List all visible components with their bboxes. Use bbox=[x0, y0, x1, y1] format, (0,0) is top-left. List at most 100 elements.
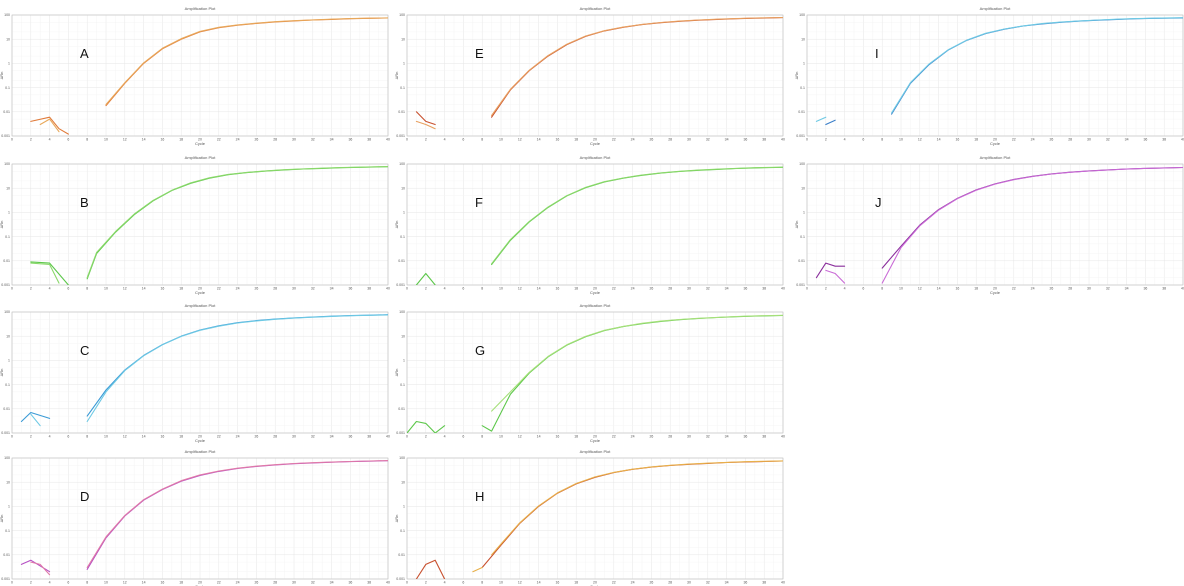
y-axis-label: ΔRn bbox=[0, 221, 4, 229]
x-tick-label: 24 bbox=[1031, 287, 1035, 291]
x-tick-label: 18 bbox=[974, 287, 978, 291]
chart-panel-a: Amplification Plot 0.001 0.01 0.1 1 10 100 ΔRn 0… bbox=[0, 3, 390, 146]
x-tick-label: 14 bbox=[937, 138, 941, 142]
y-tick-label: 10 bbox=[6, 334, 10, 338]
x-tick-label: 40 bbox=[781, 581, 785, 585]
x-axis-label: Cycle bbox=[590, 290, 601, 295]
x-tick-label: 32 bbox=[1106, 287, 1110, 291]
y-tick-label: 100 bbox=[4, 456, 10, 460]
y-tick-label: 1 bbox=[403, 505, 405, 509]
x-axis-label: Cycle bbox=[195, 438, 206, 443]
x-tick-label: 2 bbox=[425, 138, 427, 142]
x-tick-label: 12 bbox=[918, 138, 922, 142]
y-tick-label: 100 bbox=[799, 162, 805, 166]
x-tick-label: 10 bbox=[104, 138, 108, 142]
x-tick-label: 18 bbox=[574, 287, 578, 291]
y-tick-label: 0.1 bbox=[5, 235, 10, 239]
x-tick-label: 22 bbox=[1012, 138, 1016, 142]
x-tick-label: 34 bbox=[725, 287, 729, 291]
x-tick-label: 18 bbox=[974, 138, 978, 142]
x-tick-label: 22 bbox=[217, 581, 221, 585]
x-tick-label: 12 bbox=[518, 287, 522, 291]
plot-frame bbox=[11, 14, 389, 137]
x-tick-label: 6 bbox=[462, 581, 464, 585]
x-tick-label: 20 bbox=[593, 287, 597, 291]
x-axis-label: Cycle bbox=[195, 141, 206, 146]
x-tick-label: 20 bbox=[198, 435, 202, 439]
x-tick-label: 30 bbox=[292, 138, 296, 142]
x-tick-label: 4 bbox=[444, 287, 446, 291]
x-tick-label: 30 bbox=[1087, 287, 1091, 291]
x-tick-label: 32 bbox=[311, 581, 315, 585]
x-tick-label: 2 bbox=[425, 287, 427, 291]
x-tick-label: 30 bbox=[292, 581, 296, 585]
baseline-noise-line bbox=[825, 119, 836, 126]
x-tick-label: 26 bbox=[1049, 287, 1053, 291]
y-tick-label: 0.001 bbox=[396, 577, 405, 581]
x-tick-label: 32 bbox=[311, 435, 315, 439]
x-tick-label: 32 bbox=[706, 138, 710, 142]
plot-frame bbox=[406, 457, 784, 580]
x-tick-label: 36 bbox=[1143, 287, 1147, 291]
baseline-noise-line bbox=[415, 111, 436, 126]
y-tick-label: 1 bbox=[8, 359, 10, 363]
x-tick-label: 34 bbox=[725, 138, 729, 142]
chart-title: Amplification Plot bbox=[980, 155, 1012, 160]
y-tick-label: 1 bbox=[803, 62, 805, 66]
chart-title: Amplification Plot bbox=[185, 449, 217, 454]
x-tick-label: 30 bbox=[687, 435, 691, 439]
x-tick-label: 8 bbox=[481, 287, 483, 291]
x-tick-label: 8 bbox=[481, 581, 483, 585]
x-tick-label: 30 bbox=[1087, 138, 1091, 142]
plot-frame bbox=[806, 14, 1184, 137]
x-tick-label: 40 bbox=[386, 138, 390, 142]
baseline-noise-line bbox=[415, 120, 436, 130]
x-tick-label: 22 bbox=[612, 138, 616, 142]
chart-title: Amplification Plot bbox=[185, 303, 217, 308]
x-tick-label: 36 bbox=[348, 287, 352, 291]
x-tick-label: 10 bbox=[104, 581, 108, 585]
x-tick-label: 16 bbox=[555, 138, 559, 142]
x-tick-label: 14 bbox=[142, 287, 146, 291]
x-tick-label: 10 bbox=[104, 435, 108, 439]
x-tick-label: 2 bbox=[30, 287, 32, 291]
x-tick-label: 10 bbox=[899, 138, 903, 142]
y-tick-label: 10 bbox=[6, 480, 10, 484]
chart-svg: Amplification Plot 0.001 0.01 0.1 1 10 100 ΔRn 0… bbox=[0, 6, 390, 146]
y-tick-label: 0.01 bbox=[3, 259, 10, 263]
y-tick-label: 0.01 bbox=[398, 110, 405, 114]
x-tick-label: 40 bbox=[386, 581, 390, 585]
x-tick-label: 26 bbox=[254, 581, 258, 585]
x-tick-label: 34 bbox=[1125, 138, 1129, 142]
x-tick-label: 26 bbox=[254, 435, 258, 439]
x-tick-label: 10 bbox=[499, 435, 503, 439]
y-tick-label: 0.1 bbox=[400, 383, 405, 387]
x-tick-label: 28 bbox=[1068, 287, 1072, 291]
x-tick-label: 0 bbox=[11, 287, 13, 291]
x-tick-label: 8 bbox=[86, 138, 88, 142]
x-tick-label: 36 bbox=[1143, 138, 1147, 142]
x-tick-label: 12 bbox=[123, 581, 127, 585]
chart-svg: Amplification Plot 0.001 0.01 0.1 1 10 100 ΔRn 0… bbox=[394, 6, 785, 146]
y-tick-label: 10 bbox=[801, 186, 805, 190]
y-tick-label: 100 bbox=[399, 456, 405, 460]
series-group bbox=[407, 314, 783, 433]
y-tick-label: 0.01 bbox=[3, 407, 10, 411]
x-tick-label: 16 bbox=[555, 287, 559, 291]
x-tick-label: 0 bbox=[11, 435, 13, 439]
x-tick-label: 28 bbox=[273, 138, 277, 142]
chart-title: Amplification Plot bbox=[185, 6, 217, 11]
y-tick-label: 10 bbox=[801, 37, 805, 41]
x-tick-label: 34 bbox=[725, 435, 729, 439]
chart-svg: Amplification Plot 0.001 0.01 0.1 1 10 100 ΔRn 0… bbox=[794, 6, 1184, 146]
amplification-curve bbox=[105, 17, 388, 106]
x-tick-label: 4 bbox=[844, 138, 846, 142]
x-tick-label: 40 bbox=[781, 287, 785, 291]
chart-panel-h: Amplification Plot 0.001 0.01 0.1 1 10 100 ΔRn 0… bbox=[394, 446, 785, 586]
plot-frame bbox=[11, 457, 389, 580]
x-tick-label: 20 bbox=[593, 581, 597, 585]
series-group bbox=[20, 314, 388, 427]
y-tick-label: 0.001 bbox=[396, 431, 405, 435]
y-tick-label: 100 bbox=[399, 310, 405, 314]
y-axis-label: ΔRn bbox=[794, 221, 799, 229]
